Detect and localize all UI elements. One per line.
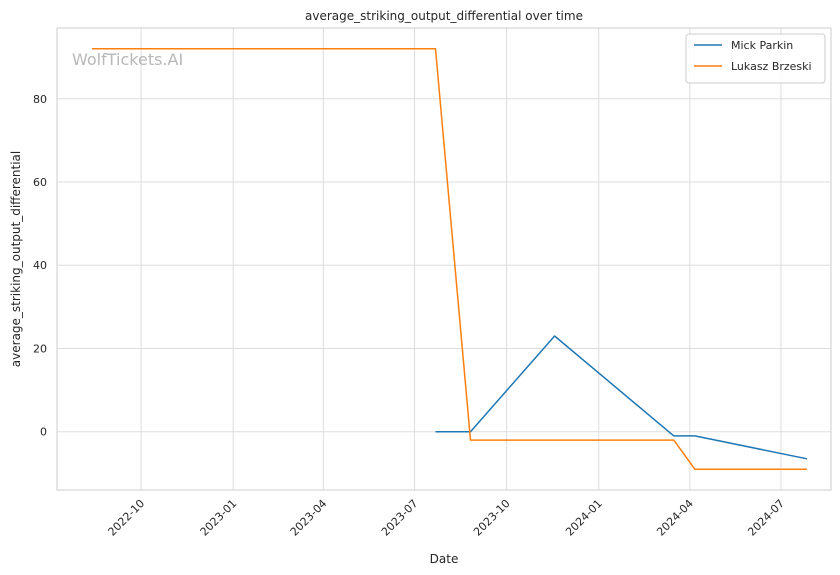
legend-label-mick-parkin: Mick Parkin (731, 39, 793, 52)
y-tick-label: 40 (33, 259, 47, 272)
y-axis-ticks: 0 20 40 60 80 (33, 93, 47, 439)
chart-title: average_striking_output_differential ove… (305, 9, 583, 23)
watermark-text: WolfTickets.AI (72, 50, 183, 69)
y-axis-label: average_striking_output_differential (9, 151, 23, 367)
legend-label-lukasz-brzeski: Lukasz Brzeski (731, 60, 812, 73)
series-line-mick-parkin (435, 335, 808, 460)
x-axis-label: Date (430, 552, 459, 566)
series-lines (92, 48, 808, 470)
series-line-lukasz-brzeski (92, 48, 807, 470)
plot-area-frame (56, 27, 832, 491)
legend-box (685, 33, 826, 84)
y-tick-label: 0 (40, 426, 47, 439)
legend: Mick Parkin Lukasz Brzeski (685, 33, 826, 84)
y-tick-label: 60 (33, 176, 47, 189)
y-tick-label: 20 (33, 342, 47, 355)
y-tick-label: 80 (33, 93, 47, 106)
